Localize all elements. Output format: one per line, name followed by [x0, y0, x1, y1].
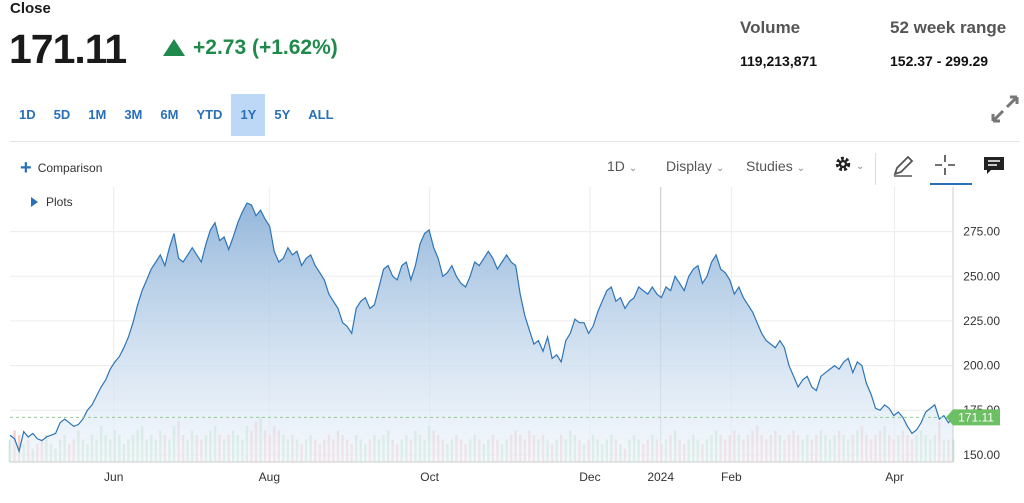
tab-3m[interactable]: 3M	[124, 107, 143, 122]
tab-6m[interactable]: 6M	[160, 107, 179, 122]
last-price-tag	[946, 409, 1000, 426]
y-tick-label: 275.00	[963, 225, 1000, 239]
pencil-icon[interactable]	[890, 153, 916, 179]
plots-toggle[interactable]: Plots	[31, 195, 73, 209]
interval-dropdown[interactable]: 1D ⌄	[607, 158, 637, 174]
display-dropdown[interactable]: Display ⌄	[666, 158, 724, 174]
price-area-fill	[10, 203, 953, 462]
volume-bar	[17, 435, 21, 462]
toolbar-separator	[875, 153, 876, 185]
volume-label: Volume	[740, 18, 801, 37]
last-price-tag-label: 171.11	[958, 410, 994, 424]
y-tick-label: 225.00	[963, 314, 1000, 328]
display-label: Display	[666, 158, 712, 174]
y-tick-label: 200.00	[963, 359, 1000, 373]
chevron-down-icon: ⌄	[796, 162, 806, 174]
tab-1m[interactable]: 1M	[88, 107, 107, 122]
crosshair-active-indicator	[930, 183, 972, 185]
plots-label: Plots	[46, 195, 73, 209]
chevron-down-icon: ⌄	[628, 162, 638, 174]
x-tick-label: Jun	[104, 470, 123, 484]
expand-icon[interactable]	[989, 93, 1021, 125]
tab-1d[interactable]: 1D	[19, 107, 36, 122]
range-value: 152.37 - 299.29	[890, 53, 989, 69]
y-tick-label: 150.00	[963, 448, 1000, 462]
tab-5d[interactable]: 5D	[53, 107, 71, 122]
x-tick-label: Dec	[579, 470, 600, 484]
x-tick-label: Aug	[259, 470, 280, 484]
up-arrow-icon	[163, 38, 185, 56]
last-price: 171.11	[9, 26, 127, 72]
studies-dropdown[interactable]: Studies ⌄	[746, 158, 805, 174]
x-tick-label: 2024	[647, 470, 674, 484]
plus-icon: +	[20, 157, 32, 179]
x-tick-label: Feb	[721, 470, 742, 484]
chevron-down-icon: ⌄	[715, 162, 725, 174]
crosshair-icon[interactable]	[932, 152, 958, 178]
gear-icon	[835, 156, 851, 172]
chart-axes: 150.00175.00200.00225.00250.00275.00JunA…	[10, 187, 1000, 484]
price-change: +2.73 (+1.62%)	[163, 36, 338, 60]
time-range-tabs: 1D 5D 1M 3M 6M YTD 1Y 5Y ALL	[10, 94, 343, 136]
comment-icon[interactable]	[981, 153, 1007, 179]
triangle-right-icon	[31, 197, 38, 207]
toolbar-divider	[10, 141, 1020, 142]
chevron-down-icon: ⌄	[856, 160, 865, 172]
comparison-label: Comparison	[37, 161, 103, 175]
studies-label: Studies	[746, 158, 793, 174]
range-label: 52 week range	[890, 18, 1007, 37]
comparison-button[interactable]: + Comparison	[20, 157, 103, 179]
price-line	[9, 202, 954, 454]
volume-value: 119,213,871	[740, 53, 818, 69]
price-change-value: +2.73 (+1.62%)	[193, 36, 338, 59]
settings-dropdown[interactable]: ⌄	[834, 155, 864, 173]
price-area	[9, 202, 957, 462]
x-tick-label: Apr	[885, 470, 904, 484]
interval-label: 1D	[607, 158, 625, 174]
tab-5y[interactable]: 5Y	[274, 107, 291, 122]
tab-ytd[interactable]: YTD	[196, 107, 223, 122]
y-tick-label: 250.00	[963, 269, 1000, 283]
tab-1y[interactable]: 1Y	[231, 94, 266, 136]
tab-all[interactable]: ALL	[308, 107, 334, 122]
x-tick-label: Oct	[420, 470, 439, 484]
close-label: Close	[10, 0, 51, 17]
